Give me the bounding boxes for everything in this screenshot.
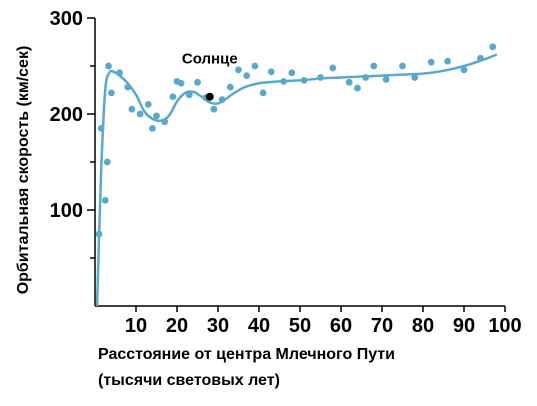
data-point xyxy=(105,62,112,70)
rotation-curve xyxy=(95,53,498,307)
data-point xyxy=(382,76,390,83)
annotation-layer: Солнце xyxy=(182,51,238,101)
data-point xyxy=(161,118,169,126)
data-point xyxy=(136,110,144,118)
data-point xyxy=(218,96,226,103)
x-tick-label: 60 xyxy=(330,315,352,337)
x-axis-title-line2: (тысячи световых лет) xyxy=(98,372,280,389)
x-tick-label: 90 xyxy=(453,315,475,337)
axes xyxy=(94,18,505,307)
data-point xyxy=(477,54,484,62)
data-point xyxy=(460,66,468,74)
data-point xyxy=(108,89,115,97)
data-point xyxy=(101,197,109,204)
data-point xyxy=(280,77,287,85)
x-tick-label: 40 xyxy=(248,315,270,337)
x-tick-label: 100 xyxy=(488,315,521,337)
data-point xyxy=(149,124,156,132)
y-axis-title: Орбитальная скорость (км/сек) xyxy=(15,46,32,295)
data-point xyxy=(427,58,435,66)
x-tick-label: 80 xyxy=(412,315,434,337)
data-point xyxy=(444,57,451,65)
data-point xyxy=(411,74,419,81)
x-tick-label: 10 xyxy=(125,315,147,337)
data-point xyxy=(103,158,111,166)
data-point xyxy=(329,64,337,72)
data-point xyxy=(251,62,259,70)
data-point xyxy=(144,101,152,108)
data-point xyxy=(116,69,123,77)
curve-layer xyxy=(95,53,498,307)
data-point xyxy=(345,78,353,86)
titles: Расстояние от центра Млечного Пути (тыся… xyxy=(15,46,395,389)
data-point xyxy=(489,43,497,51)
data-point xyxy=(235,66,242,74)
data-point xyxy=(169,93,177,101)
x-tick-label: 50 xyxy=(289,315,311,337)
data-point xyxy=(399,62,406,70)
data-point xyxy=(194,78,201,86)
y-tick-label: 100 xyxy=(50,200,83,222)
data-point xyxy=(243,72,251,79)
data-point xyxy=(177,79,185,87)
x-axis-title-line1: Расстояние от центра Млечного Пути xyxy=(98,346,395,363)
data-point xyxy=(354,84,361,92)
y-tick-label: 200 xyxy=(50,104,83,126)
data-point xyxy=(267,68,275,76)
data-point xyxy=(128,105,136,113)
data-point xyxy=(370,62,378,70)
data-point xyxy=(95,230,103,238)
x-tick-label: 70 xyxy=(371,315,393,337)
data-point xyxy=(226,83,234,91)
data-point xyxy=(97,124,105,132)
data-point xyxy=(153,112,160,120)
data-point xyxy=(362,74,369,81)
data-point xyxy=(185,91,193,99)
ticks: 10 20 30 40 50 60 70 80 90 100 100 200 300 xyxy=(50,8,522,337)
data-point xyxy=(259,89,267,97)
y-tick-label: 300 xyxy=(50,8,83,30)
data-point xyxy=(288,69,296,77)
data-point xyxy=(210,105,218,113)
x-tick-label: 30 xyxy=(207,315,229,337)
sun-point xyxy=(205,92,214,101)
data-point xyxy=(300,77,308,84)
data-point xyxy=(124,83,132,91)
data-point xyxy=(317,74,324,81)
x-tick-label: 20 xyxy=(166,315,188,337)
sun-label: Солнце xyxy=(182,51,238,68)
